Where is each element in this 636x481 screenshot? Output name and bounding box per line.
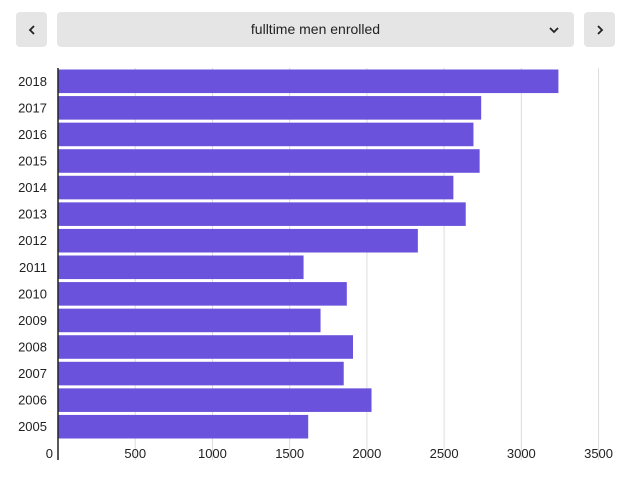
y-tick-label: 2006: [18, 393, 47, 408]
bar: [58, 228, 418, 253]
y-tick-label: 2010: [18, 286, 47, 301]
next-button[interactable]: [584, 12, 615, 47]
chevron-right-icon: [596, 24, 603, 35]
y-tick-label: 2009: [18, 313, 47, 328]
y-tick-label: 2016: [18, 127, 47, 142]
y-tick-label: 2012: [18, 233, 47, 248]
x-tick-label: 2000: [352, 446, 381, 461]
y-tick-label: 2018: [18, 74, 47, 89]
y-tick-label: 2008: [18, 340, 47, 355]
bar: [58, 175, 454, 200]
bar: [58, 282, 347, 306]
x-tick-label: 0: [46, 446, 53, 461]
y-tick-label: 2015: [18, 154, 47, 169]
bar: [58, 96, 482, 120]
x-tick-label: 500: [124, 446, 146, 461]
bar: [58, 308, 321, 333]
x-tick-label: 3500: [584, 446, 613, 461]
bar: [58, 149, 480, 173]
y-tick-label: 2011: [19, 260, 47, 275]
bar: [58, 69, 559, 94]
y-tick-label: 2017: [18, 100, 47, 115]
bar: [58, 335, 353, 359]
x-tick-label: 1500: [275, 446, 304, 461]
metric-dropdown[interactable]: fulltime men enrolled: [57, 12, 574, 47]
y-tick-label: 2014: [18, 180, 47, 195]
y-tick-label: 2007: [18, 366, 47, 381]
y-tick-label: 2013: [18, 207, 47, 222]
chevron-down-icon: [549, 27, 559, 34]
previous-button[interactable]: [16, 12, 47, 47]
y-tick-label: 2005: [18, 419, 47, 434]
x-tick-label: 3000: [507, 446, 536, 461]
bar: [58, 414, 309, 439]
x-tick-label: 1000: [198, 446, 227, 461]
chevron-left-icon: [28, 24, 35, 35]
bar: [58, 202, 466, 226]
bar: [58, 388, 372, 412]
x-tick-label: 2500: [430, 446, 459, 461]
bar: [58, 122, 474, 147]
bar: [58, 255, 304, 280]
bar: [58, 361, 344, 386]
metric-dropdown-label: fulltime men enrolled: [250, 21, 381, 37]
